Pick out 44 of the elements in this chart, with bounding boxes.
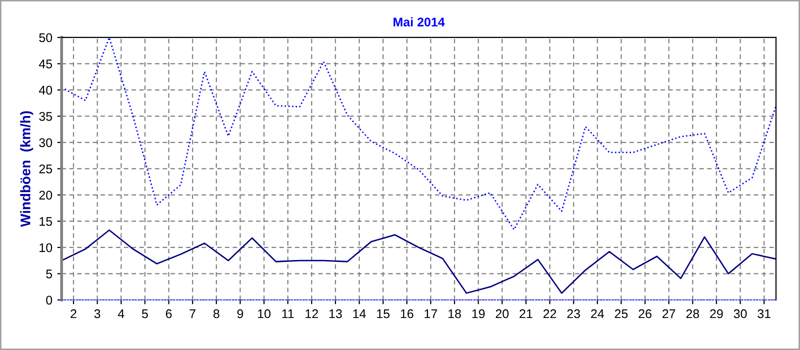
x-tick-label: 6 xyxy=(166,309,172,318)
x-tick-label: 7 xyxy=(190,309,196,318)
x-tick-label: 27 xyxy=(662,309,676,318)
x-tick-label: 8 xyxy=(213,309,220,318)
y-tick-label: 35 xyxy=(39,112,52,121)
x-tick-label: 14 xyxy=(353,309,366,318)
x-tick-label: 21 xyxy=(520,309,532,318)
y-tick-label: 20 xyxy=(39,190,52,200)
x-tick-label: 23 xyxy=(567,309,580,318)
x-tick-label: 5 xyxy=(142,309,148,318)
y-axis-title: Windböen (km/h) xyxy=(20,111,34,227)
x-tick-label: 24 xyxy=(591,309,604,318)
y-tick-label: 15 xyxy=(40,217,52,226)
chart-title: Mai 2014 xyxy=(394,17,445,26)
x-tick-label: 19 xyxy=(472,309,485,318)
y-tick-label: 30 xyxy=(39,138,52,148)
y-tick-label: 25 xyxy=(39,164,52,174)
x-tick-label: 9 xyxy=(237,309,244,318)
y-tick-label: 50 xyxy=(39,33,52,42)
y-tick-label: 40 xyxy=(38,86,52,95)
y-tick-label: 45 xyxy=(38,60,52,68)
x-tick-label: 10 xyxy=(258,309,270,318)
x-tick-label: 22 xyxy=(543,309,556,318)
x-tick-label: 3 xyxy=(94,309,100,318)
x-tick-label: 2 xyxy=(70,309,76,318)
x-tick-label: 18 xyxy=(448,309,461,318)
line-series xyxy=(62,229,776,294)
x-tick-label: 16 xyxy=(400,309,414,318)
y-tick-label: 5 xyxy=(46,270,52,278)
x-tick-label: 31 xyxy=(758,309,770,318)
x-tick-label: 20 xyxy=(496,309,509,318)
x-tick-label: 11 xyxy=(282,309,294,318)
x-tick-label: 28 xyxy=(686,309,700,318)
x-tick-label: 4 xyxy=(118,309,124,318)
y-tick-label: 0 xyxy=(46,296,52,305)
x-tick-label: 29 xyxy=(710,309,723,318)
x-tick-label: 15 xyxy=(377,309,390,318)
x-tick-label: 13 xyxy=(329,309,342,318)
x-tick-label: 25 xyxy=(614,309,628,318)
y-tick-label: 10 xyxy=(40,243,52,252)
x-tick-label: 17 xyxy=(424,309,438,318)
x-tick-label: 26 xyxy=(638,309,652,318)
x-tick-label: 30 xyxy=(734,309,747,318)
x-tick-label: 12 xyxy=(306,309,318,318)
